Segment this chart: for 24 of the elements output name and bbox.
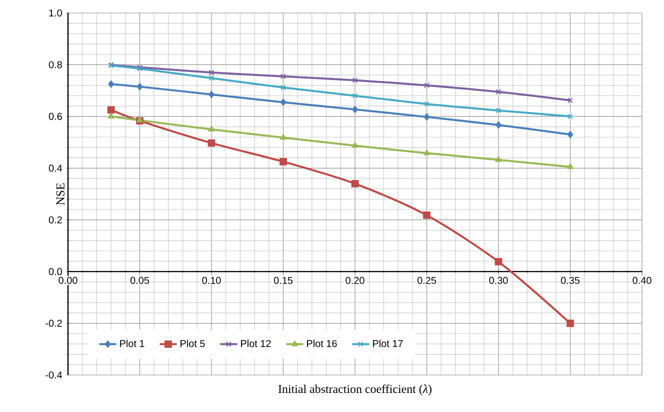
y-tick-label: 0.0 [48, 268, 62, 276]
y-tick-label: -0.2 [46, 320, 62, 327]
x-tick-label: 0.05 [130, 276, 150, 284]
x-tick-label: 0.10 [202, 276, 221, 284]
y-tick-label: 0.4 [48, 164, 62, 172]
y-tick-label: 0.2 [48, 216, 62, 224]
x-tick-label: 0.00 [58, 276, 78, 284]
legend-label: Plot 17 [373, 340, 403, 348]
x-tick-label: 0.15 [274, 276, 293, 284]
legend-label: Plot 16 [307, 340, 337, 348]
x-axis-title: Initial abstraction coefficient (λ) [278, 384, 432, 396]
x-tick-label: 0.35 [560, 276, 580, 284]
legend-label: Plot 1 [120, 340, 144, 348]
y-tick-label: 0.6 [48, 112, 62, 120]
y-axis-title: NSE [56, 183, 64, 205]
y-tick-label: 1.0 [49, 9, 62, 17]
x-tick-label: 0.40 [632, 276, 652, 284]
x-tick-label: 0.20 [346, 276, 364, 284]
y-tick-label: -0.4 [46, 371, 62, 379]
x-tick-label: 0.30 [489, 276, 508, 284]
y-tick-label: 0.8 [48, 61, 62, 68]
x-tick-label: 0.25 [417, 276, 436, 284]
legend-label: Plot 5 [180, 340, 205, 348]
legend-label: Plot 12 [241, 340, 271, 348]
